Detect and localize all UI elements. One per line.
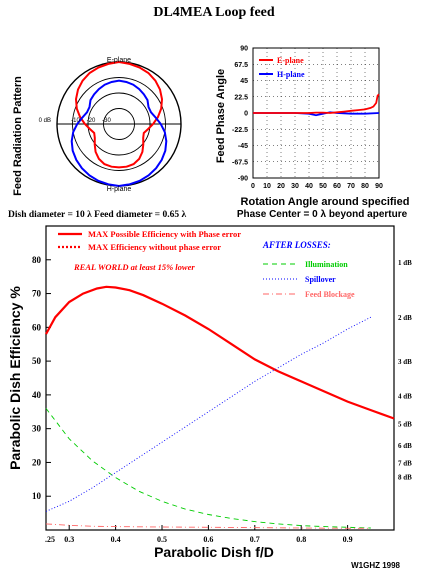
efficiency-xtick-label: 0.8 — [296, 535, 306, 544]
phase-xtick-label: 0 — [251, 183, 255, 190]
phase-ytick-label: 22.5 — [234, 94, 248, 101]
polar-ring-label: -10 — [71, 118, 80, 124]
phase-legend-label: H-plane — [277, 70, 305, 79]
efficiency-right-axis-label: 3 dB — [398, 358, 412, 366]
phase-xtick-label: 60 — [333, 183, 341, 190]
efficiency-series-line — [45, 523, 371, 529]
efficiency-xtick-label: 0.5 — [157, 535, 167, 544]
efficiency-series-line — [45, 285, 395, 420]
efficiency-annotation: REAL WORLD at least 15% lower — [73, 262, 195, 272]
efficiency-xtick-label: 0.9 — [343, 535, 353, 544]
phase-angle-chart: Feed Phase Angle 90 67.5 45 22.5 0 -22.5 -45 -6… — [215, 46, 409, 221]
efficiency-ylabel: Parabolic Dish Efficiency % — [7, 286, 23, 470]
efficiency-right-axis-label: 4 dB — [398, 393, 412, 401]
phase-xtick-label: 70 — [347, 183, 355, 190]
polar-ring-label: -30 — [102, 118, 111, 124]
phase-ytick-label: 45 — [240, 78, 248, 85]
losses-title: AFTER LOSSES: — [262, 240, 331, 250]
phase-xlabel: Rotation Angle around specified — [241, 196, 410, 208]
phase-xtick-label: 90 — [375, 183, 383, 190]
phase-ytick-label: -67.5 — [232, 159, 248, 166]
phase-legend-label: E-plane — [277, 56, 304, 65]
footer-credit: W1GHZ 1998 — [351, 561, 400, 570]
phase-series-e-plane — [253, 93, 380, 114]
polar-series-h-plane — [70, 79, 168, 187]
polar-bottom-label: H-plane — [107, 186, 132, 193]
efficiency-right-axis-label: 6 dB — [398, 442, 412, 450]
polar-series — [70, 61, 168, 187]
efficiency-ytick-label: 60 — [32, 322, 42, 332]
efficiency-series-line — [45, 316, 372, 512]
efficiency-ytick-label: 40 — [32, 390, 42, 400]
polar-top-label: E-plane — [107, 57, 131, 64]
efficiency-legend-label: MAX Possible Efficiency with Phase error — [88, 229, 241, 239]
polar-ring-label: 0 dB — [39, 118, 51, 124]
efficiency-series — [45, 285, 395, 529]
efficiency-xtick-label: 0.6 — [203, 535, 213, 544]
efficiency-xtick-label: 0.4 — [111, 535, 121, 544]
efficiency-series-line — [45, 408, 371, 529]
losses-legend-label: Feed Blockage — [305, 290, 355, 299]
phase-ytick-label: -90 — [238, 176, 248, 183]
phase-ytick-label: 90 — [240, 46, 248, 53]
efficiency-legend: MAX Possible Efficiency with Phase error… — [58, 229, 355, 299]
polar-caption: Dish diameter = 10 λ Feed diameter = 0.6… — [8, 210, 186, 220]
polar-series-e-plane — [74, 61, 164, 169]
phase-xtick-label: 30 — [291, 183, 299, 190]
phase-ytick-label: 0 — [244, 111, 248, 118]
efficiency-legend-label: MAX Efficiency without phase error — [88, 242, 221, 252]
efficiency-right-axis-label: 7 dB — [398, 459, 412, 467]
efficiency-chart: Parabolic Dish Efficiency % 10 20 30 40 50 60… — [7, 225, 412, 570]
efficiency-plot-frame — [45, 225, 395, 531]
phase-xtick-label: 10 — [263, 183, 271, 190]
phase-series — [253, 93, 380, 117]
phase-ytick-label: -22.5 — [232, 127, 248, 134]
polar-ylabel: Feed Radiation Pattern — [12, 76, 24, 196]
phase-xtick-label: 40 — [305, 183, 313, 190]
efficiency-ytick-label: 70 — [32, 289, 42, 299]
phase-xtick-label: 20 — [277, 183, 285, 190]
phase-ytick-label: -45 — [238, 143, 248, 150]
phase-legend: E-plane H-plane — [259, 56, 305, 79]
polar-ring-label: -20 — [87, 118, 96, 124]
page-title: DL4MEA Loop feed — [153, 5, 275, 20]
efficiency-ytick-label: 30 — [32, 424, 42, 434]
efficiency-xtick-label: .25 — [45, 535, 55, 544]
efficiency-xtick-label: 0.3 — [64, 535, 74, 544]
polar-pattern-chart: Feed Radiation Pattern E-plane H-plane 0… — [8, 57, 186, 220]
efficiency-ytick-label: 50 — [32, 356, 42, 366]
efficiency-right-axis-label: 1 dB — [398, 259, 412, 267]
efficiency-ytick-label: 20 — [32, 457, 42, 467]
phase-subcaption: Phase Center = 0 λ beyond aperture — [237, 209, 408, 220]
efficiency-ytick-label: 10 — [32, 491, 42, 501]
phase-ylabel: Feed Phase Angle — [215, 69, 227, 163]
efficiency-axes: 10 20 30 40 50 60 70 80 .25 0.3 0.4 0.5 0.6 0.7 0.8 0.9… — [32, 225, 412, 544]
efficiency-right-axis-label: 8 dB — [398, 474, 412, 482]
losses-legend-label: Illumination — [305, 260, 348, 269]
polar-ring-labels: 0 dB -10 -20 -30 — [39, 118, 112, 124]
efficiency-xlabel: Parabolic Dish f/D — [154, 544, 274, 560]
phase-xtick-label: 50 — [319, 183, 327, 190]
phase-ytick-label: 67.5 — [234, 62, 248, 69]
efficiency-right-axis-label: 2 dB — [398, 314, 412, 322]
efficiency-right-axis-label: 5 dB — [398, 420, 412, 428]
efficiency-ytick-label: 80 — [32, 255, 42, 265]
phase-xtick-label: 80 — [361, 183, 369, 190]
efficiency-xtick-label: 0.7 — [250, 535, 260, 544]
losses-legend-label: Spillover — [305, 275, 336, 284]
